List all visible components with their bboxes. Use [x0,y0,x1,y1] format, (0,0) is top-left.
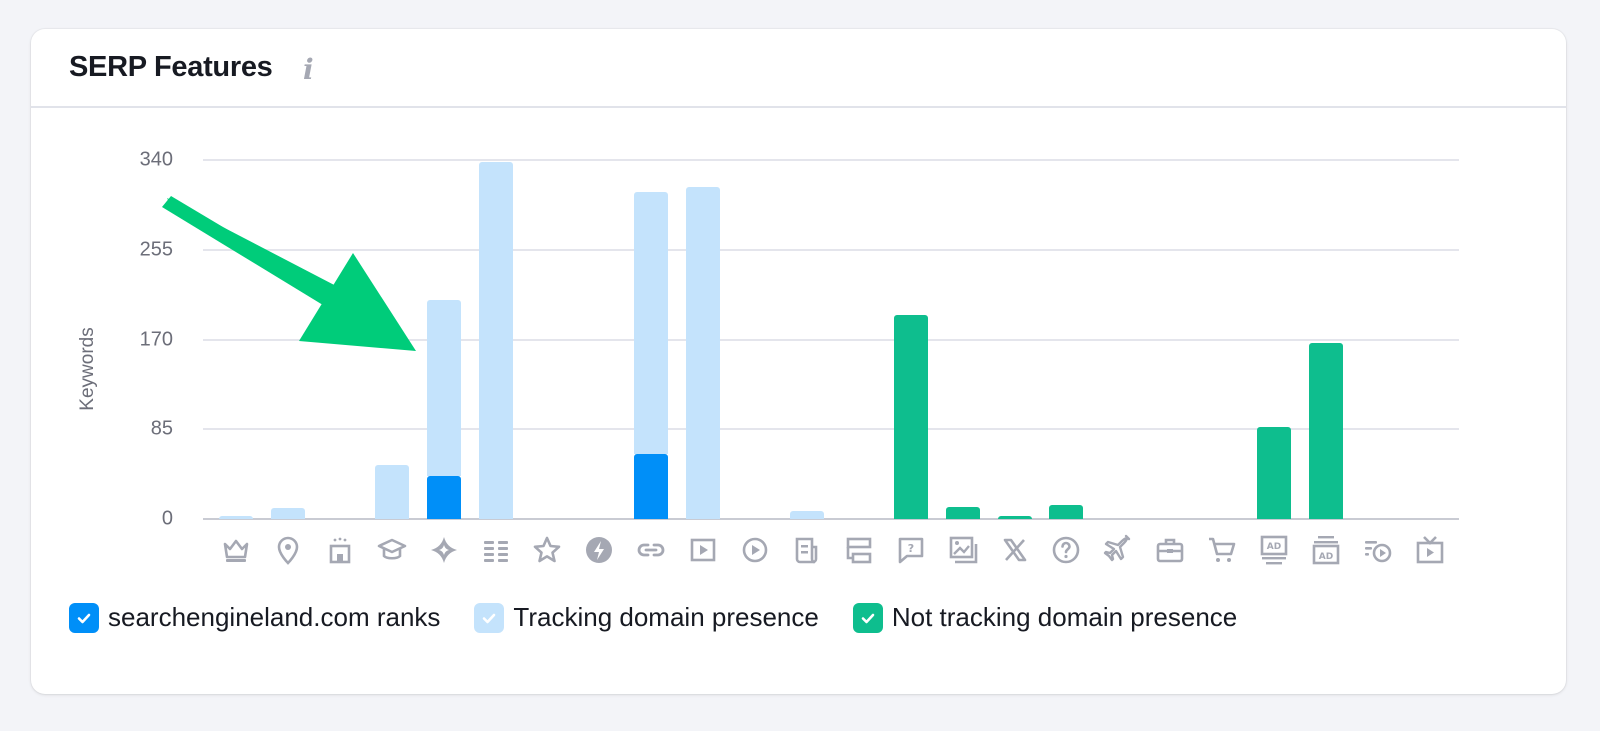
bar-tracking-domain-presence[interactable] [634,191,669,454]
airplane-icon[interactable] [1101,533,1135,567]
bar-tracking-domain-presence[interactable] [374,465,409,519]
map-pin-icon[interactable] [271,533,305,567]
bar-searchengineland-com-ranks[interactable] [634,453,669,519]
question-circle-icon[interactable] [1049,533,1083,567]
serp-features-card: SERP Features i Keywords 0 85 170 255 340? AD… [31,29,1566,694]
legend-item-ranks[interactable]: searchengineland.com ranks [69,602,440,633]
y-tick-label: 255 [139,238,173,261]
ad-top-icon[interactable]: AD [1257,533,1291,567]
bar-searchengineland-com-ranks[interactable] [426,475,461,519]
svg-text:AD: AD [1319,552,1333,562]
video-square-icon[interactable] [686,533,720,567]
briefcase-icon[interactable] [1153,533,1187,567]
card-header: SERP Features i [31,29,1566,108]
bar-tracking-domain-presence[interactable] [686,187,721,519]
ai-sparkle-icon[interactable] [427,533,461,567]
legend-label: searchengineland.com ranks [108,602,441,632]
bar-not-tracking-domain-presence[interactable] [997,515,1032,519]
legend-checkbox[interactable] [852,602,883,633]
question-bubble-icon[interactable]: ? [894,533,928,567]
serp-features-chart: Keywords 0 85 170 255 340? AD AD [31,29,1566,694]
legend-label: Not tracking domain presence [891,602,1238,632]
svg-text:AD: AD [1267,542,1281,552]
x-logo-icon[interactable] [998,533,1032,567]
y-tick-label: 340 [139,148,173,171]
y-tick-label: 85 [150,417,173,440]
gridline [203,248,1459,251]
play-circle-icon[interactable] [738,533,772,567]
svg-text:?: ? [907,542,913,555]
layout-icon[interactable] [842,533,876,567]
chart-legend: searchengineland.com ranks Tracking domai… [69,602,1271,633]
image-gallery-icon[interactable] [946,533,980,567]
link-icon[interactable] [634,533,668,567]
legend-item-tracking[interactable]: Tracking domain presence [474,602,819,633]
card-title: SERP Features [69,51,273,83]
x-axis-line [203,518,1459,520]
bar-tracking-domain-presence[interactable] [426,300,461,476]
legend-checkbox[interactable] [69,602,99,633]
news-icon[interactable] [790,533,824,567]
bar-not-tracking-domain-presence[interactable] [1308,342,1343,519]
gridline [203,338,1459,341]
info-icon[interactable]: i [303,53,314,86]
list-icon[interactable] [479,533,513,567]
y-tick-label: 170 [139,328,173,350]
star-icon[interactable] [530,533,564,567]
ad-bottom-icon[interactable]: AD [1309,533,1343,567]
bar-tracking-domain-presence[interactable] [219,515,253,519]
legend-item-not-tracking[interactable]: Not tracking domain presence [852,602,1238,633]
cart-icon[interactable] [1205,533,1239,567]
gridline [203,159,1459,161]
crown-icon[interactable] [219,533,253,567]
bar-not-tracking-domain-presence[interactable] [1257,427,1291,519]
bar-not-tracking-domain-presence[interactable] [945,507,980,519]
gridline [203,428,1459,431]
bar-tracking-domain-presence[interactable] [789,510,824,519]
video-list-icon[interactable] [1361,533,1395,567]
bar-tracking-domain-presence[interactable] [478,162,513,519]
graduation-cap-icon[interactable] [375,533,409,567]
hotel-icon[interactable] [323,533,357,567]
bar-not-tracking-domain-presence[interactable] [893,315,928,519]
y-tick-label: 0 [161,507,173,530]
lightning-icon[interactable] [582,533,616,567]
bar-tracking-domain-presence[interactable] [270,508,305,519]
legend-checkbox[interactable] [474,602,505,633]
legend-label: Tracking domain presence [513,602,819,632]
bar-not-tracking-domain-presence[interactable] [1049,505,1084,519]
tv-icon[interactable] [1413,533,1447,567]
